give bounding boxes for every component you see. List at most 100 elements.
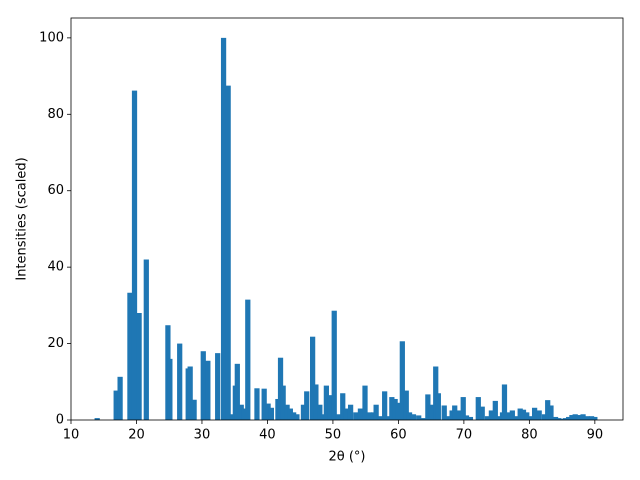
bar: [234, 363, 240, 420]
bar: [592, 416, 598, 420]
bar: [304, 391, 310, 420]
bar: [143, 259, 149, 420]
bar: [548, 405, 554, 420]
bar: [403, 390, 409, 420]
bar: [509, 410, 515, 420]
bar: [327, 395, 333, 420]
x-tick-label: 20: [128, 428, 145, 443]
bar: [347, 404, 354, 420]
bar: [395, 402, 402, 420]
bar: [524, 412, 530, 420]
bar: [353, 412, 359, 420]
bar: [501, 384, 508, 420]
x-tick-label: 30: [194, 428, 211, 443]
bar: [541, 414, 548, 420]
bar: [205, 360, 211, 420]
y-tick-label: 80: [47, 107, 64, 122]
bar: [167, 358, 173, 420]
bar: [492, 400, 498, 420]
bar: [373, 404, 379, 420]
bar: [131, 90, 138, 421]
bar: [366, 412, 373, 420]
bar: [435, 393, 441, 420]
bar: [552, 416, 559, 420]
bar: [467, 416, 474, 420]
bar: [287, 408, 293, 420]
bar: [335, 414, 341, 420]
bar: [475, 397, 481, 420]
bar: [520, 409, 527, 420]
y-tick-label: 0: [56, 413, 64, 428]
bar: [245, 299, 251, 420]
bar: [136, 313, 142, 420]
x-tick-label: 80: [521, 428, 538, 443]
bar: [225, 85, 231, 421]
bar: [488, 410, 495, 420]
bar: [362, 385, 368, 420]
bar: [531, 407, 538, 420]
bar: [313, 384, 319, 420]
bar: [536, 410, 542, 420]
bar: [127, 292, 133, 420]
bar: [406, 412, 413, 420]
bar: [340, 393, 346, 420]
bar: [444, 416, 450, 420]
y-tick-label: 40: [47, 260, 64, 275]
bar: [433, 366, 439, 420]
bar: [562, 418, 568, 420]
bar: [420, 418, 426, 420]
bar: [452, 405, 458, 420]
bar: [410, 414, 417, 420]
bar: [569, 415, 575, 420]
bar: [559, 418, 565, 420]
bar: [268, 407, 274, 420]
bar: [215, 353, 221, 420]
bar: [331, 310, 337, 420]
bar: [294, 414, 300, 420]
bar: [200, 351, 206, 420]
bar: [220, 37, 227, 420]
x-tick-label: 70: [456, 428, 473, 443]
bar: [261, 388, 267, 420]
bar: [416, 415, 422, 420]
bar: [479, 406, 485, 420]
bar: [460, 397, 466, 420]
y-tick-label: 20: [47, 336, 64, 351]
plot-frame: [70, 17, 624, 421]
bar: [310, 336, 316, 420]
bar: [377, 416, 383, 420]
bar: [382, 391, 388, 420]
bar: [545, 400, 551, 420]
bar: [428, 404, 434, 420]
bar: [191, 399, 197, 420]
bar: [385, 416, 391, 420]
bar: [449, 410, 455, 420]
bar: [323, 385, 329, 420]
bar: [300, 404, 307, 420]
x-tick-label: 50: [325, 428, 342, 443]
bar: [265, 403, 271, 420]
bar: [187, 366, 193, 420]
bar: [284, 404, 290, 420]
x-tick-label: 10: [63, 428, 80, 443]
bar: [456, 410, 462, 420]
bar: [514, 416, 520, 420]
bar: [229, 414, 235, 420]
bar: [392, 398, 398, 420]
bar: [94, 418, 100, 420]
bar: [357, 408, 364, 420]
bar: [241, 408, 247, 420]
x-tick-label: 40: [259, 428, 276, 443]
bar: [566, 416, 572, 420]
bar: [441, 405, 447, 420]
y-tick-label: 100: [39, 30, 64, 45]
bar: [588, 416, 595, 420]
bar: [425, 394, 431, 420]
bar: [399, 341, 405, 420]
bar: [343, 408, 349, 420]
x-tick-label: 90: [587, 428, 604, 443]
bar: [177, 343, 183, 420]
bar: [291, 412, 297, 420]
bar: [254, 388, 260, 420]
bar: [505, 412, 512, 420]
